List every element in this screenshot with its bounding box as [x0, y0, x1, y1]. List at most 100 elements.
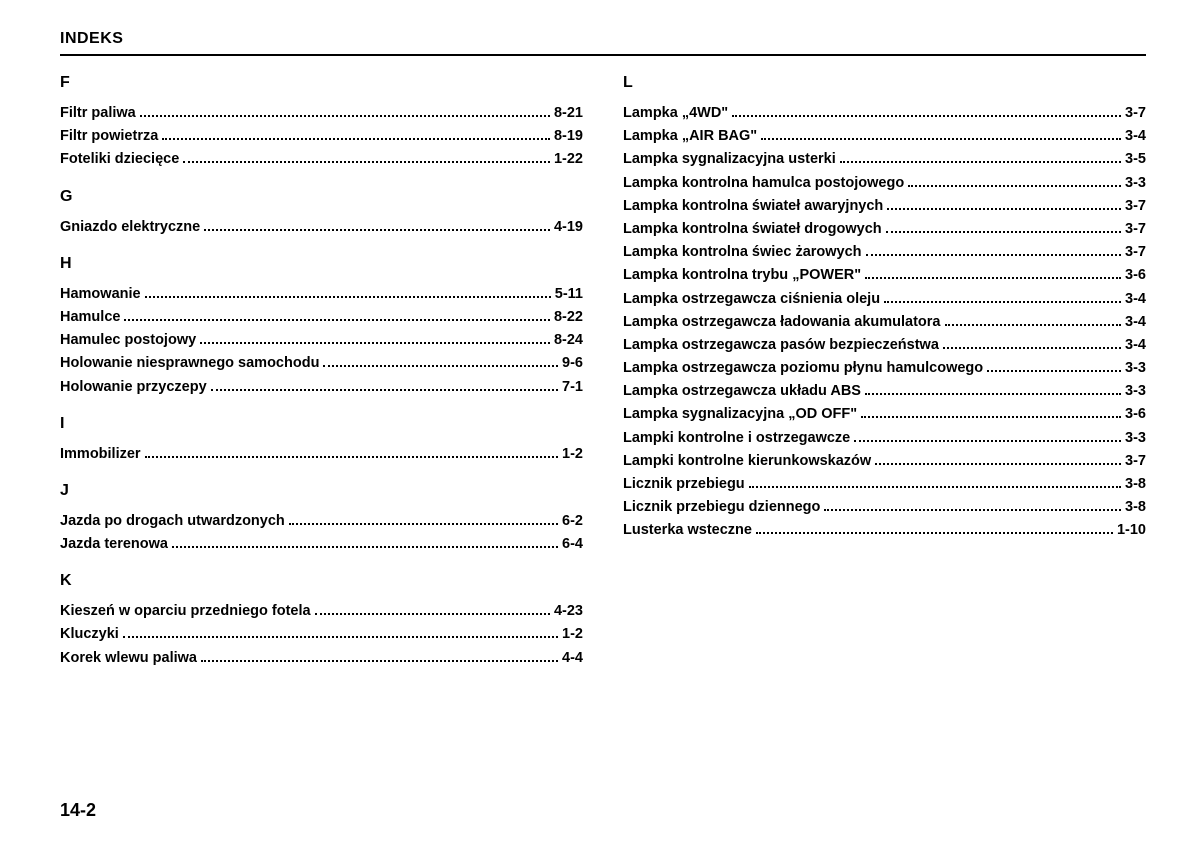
- index-entry-label: Lampka „4WD": [623, 102, 728, 125]
- page-number: 14-2: [60, 800, 96, 821]
- index-entry: Holowanie przyczepy 7-1: [60, 376, 583, 399]
- index-entry-label: Lampka ostrzegawcza poziomu płynu hamulc…: [623, 357, 983, 380]
- section-letter: F: [60, 74, 583, 92]
- index-entry-page: 3-8: [1125, 473, 1146, 496]
- dot-leader: [289, 523, 558, 525]
- index-entry-page: 8-22: [554, 306, 583, 329]
- section-letter: I: [60, 415, 583, 433]
- index-entry-page: 4-19: [554, 216, 583, 239]
- index-entry-page: 3-4: [1125, 311, 1146, 334]
- dot-leader: [204, 229, 550, 231]
- dot-leader: [183, 161, 550, 163]
- dot-leader: [854, 440, 1121, 442]
- index-entry-label: Lampka kontrolna hamulca postojowego: [623, 172, 904, 195]
- index-entry-label: Lampka kontrolna świec żarowych: [623, 241, 862, 264]
- index-entry-label: Immobilizer: [60, 443, 141, 466]
- index-entry: Holowanie niesprawnego samochodu 9-6: [60, 352, 583, 375]
- dot-leader: [315, 613, 550, 615]
- section-letter: G: [60, 188, 583, 206]
- section-letter: J: [60, 482, 583, 500]
- index-entry: Lampka ostrzegawcza poziomu płynu hamulc…: [623, 357, 1146, 380]
- index-entry-page: 9-6: [562, 352, 583, 375]
- index-entry-page: 3-4: [1125, 288, 1146, 311]
- index-entry-label: Hamowanie: [60, 283, 141, 306]
- index-entry: Immobilizer 1-2: [60, 443, 583, 466]
- dot-leader: [145, 296, 551, 298]
- index-entry: Lampka ostrzegawcza układu ABS 3-3: [623, 380, 1146, 403]
- dot-leader: [200, 342, 550, 344]
- dot-leader: [887, 208, 1121, 210]
- index-entry-label: Gniazdo elektryczne: [60, 216, 200, 239]
- index-entry-label: Lusterka wsteczne: [623, 519, 752, 542]
- index-entry-page: 3-7: [1125, 195, 1146, 218]
- dot-leader: [865, 393, 1121, 395]
- index-entry-page: 3-6: [1125, 403, 1146, 426]
- index-entry-label: Lampka „AIR BAG": [623, 125, 757, 148]
- dot-leader: [886, 231, 1121, 233]
- index-entry-page: 3-3: [1125, 380, 1146, 403]
- index-entry-label: Kluczyki: [60, 623, 119, 646]
- index-entry-page: 3-7: [1125, 241, 1146, 264]
- index-entry-label: Foteliki dziecięce: [60, 148, 179, 171]
- dot-leader: [756, 532, 1113, 534]
- index-entry: Hamulec postojowy 8-24: [60, 329, 583, 352]
- index-entry-label: Licznik przebiegu dziennego: [623, 496, 820, 519]
- right-column: LLampka „4WD" 3-7Lampka „AIR BAG" 3-4Lam…: [623, 74, 1146, 670]
- index-entry-page: 3-3: [1125, 357, 1146, 380]
- dot-leader: [945, 324, 1122, 326]
- index-entry-label: Kieszeń w oparciu przedniego fotela: [60, 600, 311, 623]
- index-entry: Lampki kontrolne kierunkowskazów 3-7: [623, 450, 1146, 473]
- index-entry: Lampka kontrolna świec żarowych 3-7: [623, 241, 1146, 264]
- dot-leader: [201, 660, 558, 662]
- index-entry-label: Lampka ostrzegawcza układu ABS: [623, 380, 861, 403]
- index-entry-label: Hamulce: [60, 306, 120, 329]
- index-entry: Lampki kontrolne i ostrzegawcze 3-3: [623, 427, 1146, 450]
- index-entry-label: Jazda terenowa: [60, 533, 168, 556]
- dot-leader: [861, 416, 1121, 418]
- section-letter: L: [623, 74, 1146, 92]
- index-entry-label: Lampka kontrolna trybu „POWER": [623, 264, 861, 287]
- index-entry: Lampka „AIR BAG" 3-4: [623, 125, 1146, 148]
- dot-leader: [732, 115, 1121, 117]
- index-entry-page: 3-7: [1125, 450, 1146, 473]
- dot-leader: [123, 636, 558, 638]
- index-entry: Jazda po drogach utwardzonych 6-2: [60, 510, 583, 533]
- index-entry-label: Hamulec postojowy: [60, 329, 196, 352]
- index-entry-label: Holowanie niesprawnego samochodu: [60, 352, 319, 375]
- dot-leader: [211, 389, 558, 391]
- index-entry: Foteliki dziecięce 1-22: [60, 148, 583, 171]
- index-entry-page: 1-2: [562, 443, 583, 466]
- index-entry-page: 3-6: [1125, 264, 1146, 287]
- dot-leader: [145, 456, 558, 458]
- index-entry-page: 4-23: [554, 600, 583, 623]
- index-entry-label: Lampki kontrolne i ostrzegawcze: [623, 427, 850, 450]
- index-entry-page: 7-1: [562, 376, 583, 399]
- index-entry-page: 6-4: [562, 533, 583, 556]
- index-entry-page: 3-4: [1125, 125, 1146, 148]
- index-entry: Jazda terenowa 6-4: [60, 533, 583, 556]
- dot-leader: [140, 115, 550, 117]
- index-entry-page: 3-5: [1125, 148, 1146, 171]
- index-entry: Gniazdo elektryczne 4-19: [60, 216, 583, 239]
- index-entry-page: 8-24: [554, 329, 583, 352]
- index-entry: Licznik przebiegu 3-8: [623, 473, 1146, 496]
- index-entry: Hamowanie 5-11: [60, 283, 583, 306]
- left-column: FFiltr paliwa 8-21Filtr powietrza 8-19Fo…: [60, 74, 583, 670]
- index-entry: Kieszeń w oparciu przedniego fotela 4-23: [60, 600, 583, 623]
- index-entry: Lampka kontrolna świateł drogowych 3-7: [623, 218, 1146, 241]
- index-entry-label: Lampka ostrzegawcza ciśnienia oleju: [623, 288, 880, 311]
- index-entry-page: 3-8: [1125, 496, 1146, 519]
- index-entry-label: Jazda po drogach utwardzonych: [60, 510, 285, 533]
- index-entry: Lampka ostrzegawcza ciśnienia oleju 3-4: [623, 288, 1146, 311]
- index-entry: Lampka ostrzegawcza pasów bezpieczeństwa…: [623, 334, 1146, 357]
- index-entry: Kluczyki 1-2: [60, 623, 583, 646]
- index-entry: Lampka sygnalizacyjna „OD OFF" 3-6: [623, 403, 1146, 426]
- index-entry-page: 8-21: [554, 102, 583, 125]
- index-entry: Licznik przebiegu dziennego 3-8: [623, 496, 1146, 519]
- section-letter: K: [60, 572, 583, 590]
- index-entry: Hamulce 8-22: [60, 306, 583, 329]
- dot-leader: [124, 319, 550, 321]
- dot-leader: [866, 254, 1122, 256]
- index-entry: Filtr powietrza 8-19: [60, 125, 583, 148]
- index-entry-label: Lampka kontrolna świateł awaryjnych: [623, 195, 883, 218]
